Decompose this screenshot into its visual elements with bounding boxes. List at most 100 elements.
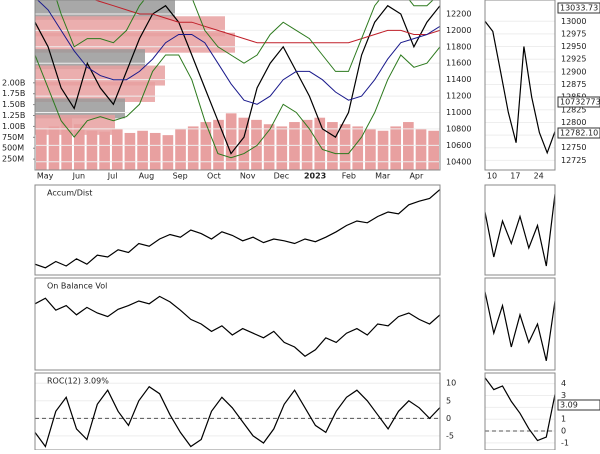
volume-by-price-bar (35, 81, 155, 102)
series-line (35, 46, 440, 159)
volume-bar (263, 124, 275, 170)
volume-tick-label: 250M (2, 155, 24, 164)
y-tick-label: 11600 (446, 59, 471, 68)
volume-bar (390, 126, 402, 170)
y-tick-label: 13000 (561, 17, 586, 26)
volume-bar (403, 122, 414, 170)
volume-tick-label: 750M (2, 133, 24, 142)
series-line (93, 0, 440, 44)
x-tick-label: Aug (139, 172, 155, 181)
y-tick-label: 4 (561, 379, 566, 388)
panel (35, 382, 440, 448)
panel-frame (484, 184, 556, 276)
value-label-box (557, 96, 600, 108)
volume-bar (48, 126, 60, 170)
panel (35, 0, 440, 170)
volume-bar (365, 128, 376, 170)
series-line (485, 193, 555, 267)
y-tick-label: 10800 (446, 124, 471, 133)
series-line (485, 20, 555, 155)
volume-bar (99, 131, 110, 170)
value-label: 13033.73 (560, 4, 598, 13)
volume-bar (111, 128, 123, 170)
x-tick-label: Apr (409, 172, 424, 181)
volume-tick-label: 1.00B (2, 122, 25, 131)
value-label: 12782.10 (560, 129, 598, 138)
x-tick-label: Sep (173, 172, 188, 181)
x-tick-label: May (37, 172, 54, 181)
value-label-box (557, 2, 600, 14)
y-tick-label: 12900 (561, 67, 586, 76)
series-line (56, 0, 434, 72)
value-label: 3.09 (560, 401, 578, 410)
panel-frame (34, 184, 441, 276)
x-tick-label: Jun (72, 172, 86, 181)
volume-by-price-bar (35, 114, 115, 135)
y-tick-label: 11800 (446, 42, 471, 51)
series-line (35, 385, 440, 448)
volume-bar (339, 124, 351, 170)
x-tick-label: Dec (274, 172, 289, 181)
x-tick-label: 24 (534, 172, 544, 181)
y-tick-label: 12975 (561, 29, 586, 38)
volume-bar (314, 117, 326, 170)
volume-bar (377, 130, 389, 170)
x-tick-label: Mar (375, 172, 391, 181)
volume-bar (73, 124, 85, 170)
volume-bar (162, 135, 174, 170)
volume-bar (137, 130, 148, 170)
panel-frame (484, 0, 556, 171)
y-tick-label: 12875 (561, 80, 586, 89)
volume-bar (175, 128, 186, 170)
value-label-box (557, 399, 600, 411)
y-tick-label: 1 (561, 415, 566, 424)
volume-bar (86, 130, 98, 170)
x-tick-label: Feb (342, 172, 356, 181)
series-line (35, 295, 440, 357)
x-tick-label: Jul (107, 172, 118, 181)
y-tick-label: 11000 (446, 108, 471, 117)
panel (35, 295, 440, 357)
panel-title: On Balance Vol (47, 282, 107, 291)
series-line (485, 377, 555, 442)
panel-title: Accum/Dist (47, 189, 92, 198)
volume-tick-label: 2.00B (2, 78, 25, 87)
volume-bar (225, 113, 237, 170)
x-tick-label: 10 (487, 172, 497, 181)
series-line (485, 291, 555, 361)
volume-tick-label: 1.50B (2, 100, 25, 109)
y-tick-label: -5 (446, 431, 454, 440)
panel (485, 377, 555, 444)
y-tick-label: 11400 (446, 75, 471, 84)
y-tick-label: 12800 (561, 118, 586, 127)
y-tick-label: 12950 (561, 42, 586, 51)
y-tick-label: 12750 (561, 143, 586, 152)
volume-bar (61, 117, 72, 170)
y-tick-label: 0 (446, 414, 451, 423)
x-tick-label: 2023 (304, 172, 326, 181)
volume-bar (352, 126, 364, 170)
y-tick-label: 0 (561, 427, 566, 436)
panel-frame (484, 277, 556, 371)
y-tick-label: 11200 (446, 92, 471, 101)
panel-frame (34, 0, 441, 171)
series-line (35, 189, 440, 269)
volume-bar (238, 117, 250, 170)
value-label: 10732773 (560, 98, 600, 107)
volume-bar (149, 132, 161, 170)
x-tick-label: Oct (207, 172, 221, 181)
volume-bar (289, 122, 300, 170)
volume-bar (415, 128, 427, 170)
volume-bar (187, 126, 199, 170)
y-tick-label: 3 (561, 391, 566, 400)
y-tick-label: 10 (446, 379, 456, 388)
volume-tick-label: 1.75B (2, 89, 25, 98)
series-line (36, 0, 440, 105)
volume-by-price-bar (35, 49, 145, 70)
volume-tick-label: 1.25B (2, 111, 25, 120)
volume-bar (276, 126, 288, 170)
volume-bar (36, 128, 47, 170)
y-tick-label: 12000 (446, 26, 471, 35)
y-tick-label: 5 (446, 396, 451, 405)
